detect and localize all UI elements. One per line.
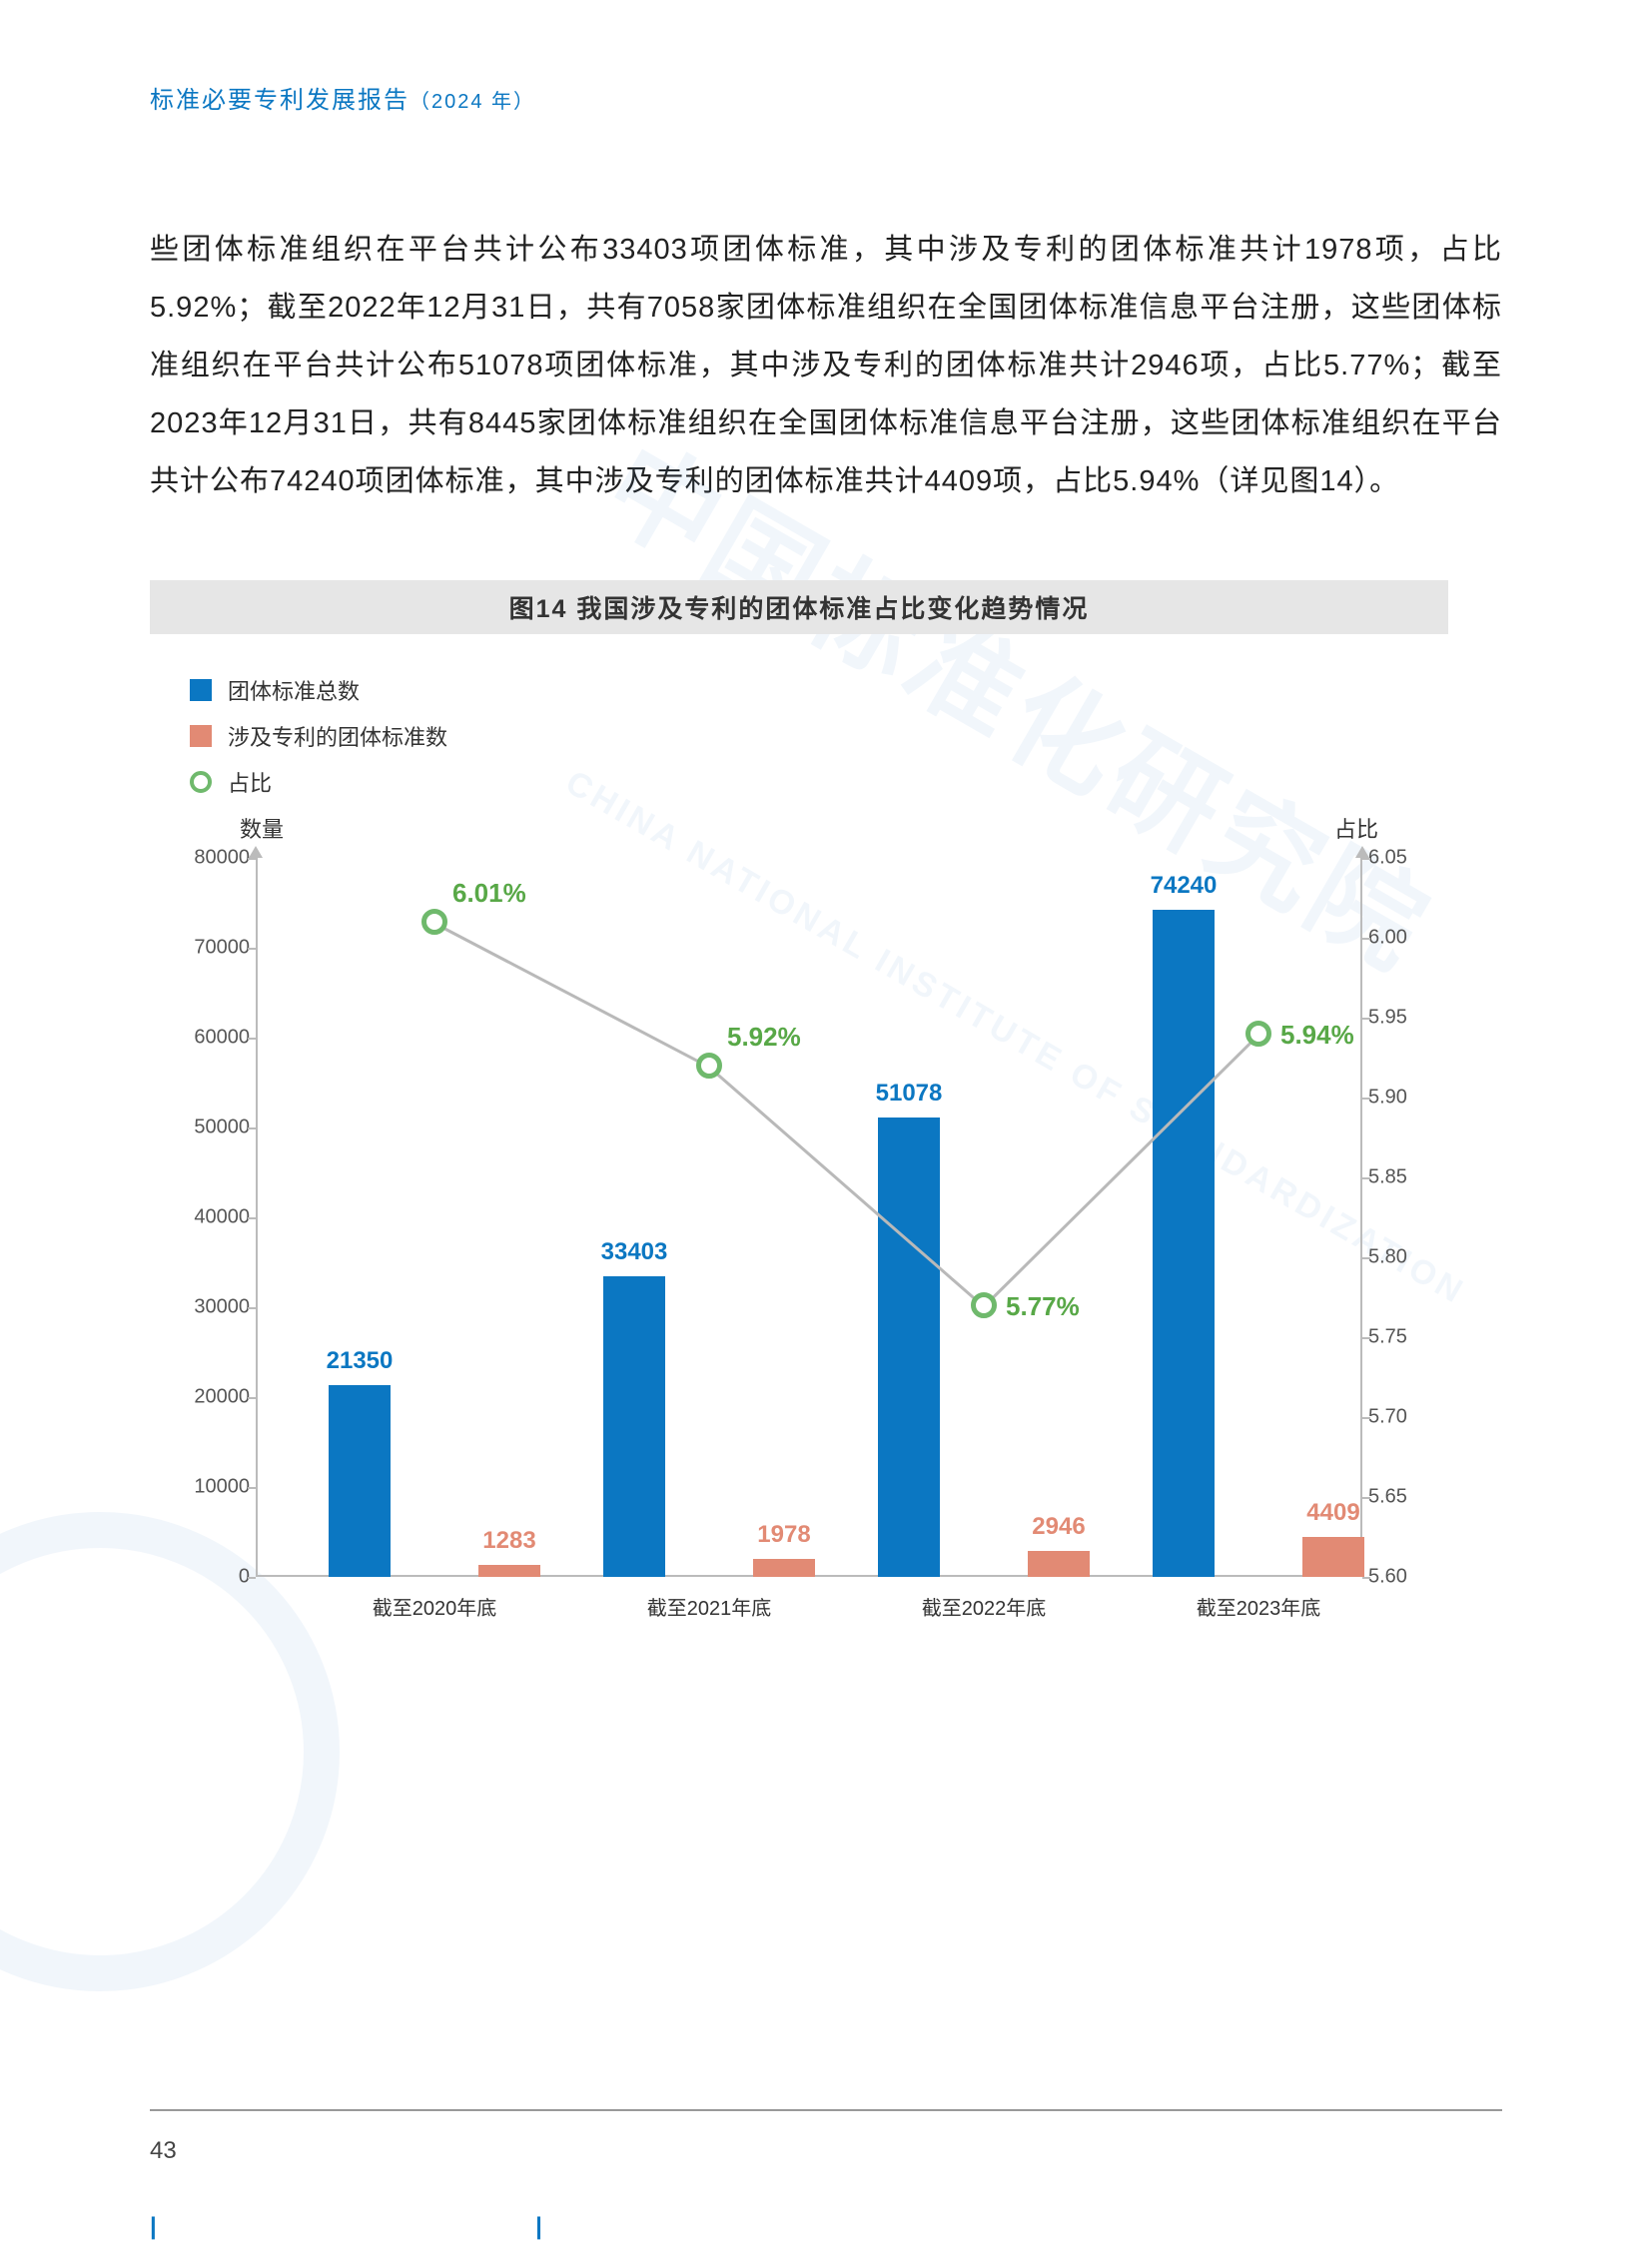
page: 中国标准化研究院 CHINA NATIONAL INSTITUTE OF STA… xyxy=(0,0,1652,2241)
ytick-left: 40000 xyxy=(180,1206,250,1229)
x-category: 截至2020年底 xyxy=(373,1592,497,1621)
ytick-right: 5.65 xyxy=(1368,1486,1428,1509)
arrow-left-axis xyxy=(249,846,263,858)
header-title: 标准必要专利发展报告 xyxy=(150,87,410,114)
ytick-right: 5.90 xyxy=(1368,1087,1428,1110)
bar-patent-label: 4409 xyxy=(1306,1499,1359,1527)
page-number: 43 xyxy=(150,2137,177,2165)
ytick-left: 80000 xyxy=(180,847,250,870)
ytick-right: 5.70 xyxy=(1368,1406,1428,1429)
header-bar-end: | xyxy=(535,2213,544,2241)
pct-label: 5.94% xyxy=(1280,1020,1354,1051)
ytick-left: 0 xyxy=(180,1566,250,1589)
bar-total-label: 74240 xyxy=(1151,872,1218,900)
ytick-right: 6.00 xyxy=(1368,927,1428,950)
ytick-right: 5.75 xyxy=(1368,1326,1428,1349)
bar-total-label: 33403 xyxy=(601,1238,668,1266)
line-segment xyxy=(708,1066,985,1307)
plot-area: 数量 占比 0100002000030000400005000060000700… xyxy=(270,858,1348,1577)
body-paragraph: 些团体标准组织在平台共计公布33403项团体标准，其中涉及专利的团体标准共计19… xyxy=(150,221,1502,510)
ytick-left: 70000 xyxy=(180,937,250,960)
x-category: 截至2021年底 xyxy=(647,1592,772,1621)
axis-right-title: 占比 xyxy=(1334,812,1378,844)
bar-patent-label: 2946 xyxy=(1032,1513,1085,1541)
legend-label-2: 涉及专利的团体标准数 xyxy=(228,720,447,752)
line-point xyxy=(971,1292,997,1318)
ytick-right: 5.95 xyxy=(1368,1007,1428,1030)
legend-swatch-1 xyxy=(190,679,212,701)
legend-item-3: 占比 xyxy=(190,766,1448,798)
ytick-left: 60000 xyxy=(180,1027,250,1050)
x-category: 截至2022年底 xyxy=(922,1592,1047,1621)
legend-ring-3 xyxy=(190,771,212,793)
ytick-left: 10000 xyxy=(180,1476,250,1499)
watermark-globe xyxy=(0,1512,340,1991)
header: | 标准必要专利发展报告（2024 年） | xyxy=(150,80,1502,131)
bar-patent xyxy=(1302,1537,1364,1577)
bar-total-label: 51078 xyxy=(876,1080,943,1108)
header-year: （2024 年） xyxy=(410,91,535,113)
line-segment xyxy=(983,1034,1259,1307)
line-segment xyxy=(433,922,709,1069)
line-point xyxy=(1245,1021,1271,1047)
legend-item-1: 团体标准总数 xyxy=(190,674,1448,706)
bar-total xyxy=(329,1385,391,1577)
pct-label: 5.92% xyxy=(727,1022,801,1053)
bar-patent-label: 1283 xyxy=(482,1527,535,1555)
line-point xyxy=(696,1053,722,1079)
ytick-left: 20000 xyxy=(180,1386,250,1409)
y-axis-left xyxy=(256,858,258,1577)
ytick-right: 6.05 xyxy=(1368,847,1428,870)
x-category: 截至2023年底 xyxy=(1197,1592,1321,1621)
pct-label: 5.77% xyxy=(1006,1291,1080,1322)
bar-total xyxy=(1153,910,1215,1577)
legend: 团体标准总数 涉及专利的团体标准数 占比 xyxy=(190,674,1448,798)
legend-label-3: 占比 xyxy=(228,766,272,798)
bar-patent xyxy=(753,1559,815,1577)
chart-title: 图14 我国涉及专利的团体标准占比变化趋势情况 xyxy=(150,580,1448,634)
bar-total xyxy=(878,1118,940,1577)
axis-left-title: 数量 xyxy=(240,812,284,844)
header-bar: | xyxy=(150,2213,159,2241)
chart: 图14 我国涉及专利的团体标准占比变化趋势情况 团体标准总数 涉及专利的团体标准… xyxy=(150,580,1448,1577)
bar-patent xyxy=(478,1565,540,1577)
bar-total xyxy=(603,1276,665,1577)
ytick-left: 50000 xyxy=(180,1117,250,1139)
ytick-right: 5.60 xyxy=(1368,1566,1428,1589)
y-axis-right xyxy=(1360,858,1362,1577)
bar-patent xyxy=(1028,1551,1090,1578)
ytick-right: 5.80 xyxy=(1368,1246,1428,1269)
ytick-left: 30000 xyxy=(180,1296,250,1319)
footer-line xyxy=(150,2109,1502,2111)
line-point xyxy=(421,909,447,935)
legend-label-1: 团体标准总数 xyxy=(228,674,360,706)
pct-label: 6.01% xyxy=(452,878,526,909)
bar-patent-label: 1978 xyxy=(757,1521,810,1549)
ytick-right: 5.85 xyxy=(1368,1166,1428,1189)
bar-total-label: 21350 xyxy=(327,1347,394,1375)
legend-item-2: 涉及专利的团体标准数 xyxy=(190,720,1448,752)
legend-swatch-2 xyxy=(190,725,212,747)
arrow-right-axis xyxy=(1355,846,1369,858)
